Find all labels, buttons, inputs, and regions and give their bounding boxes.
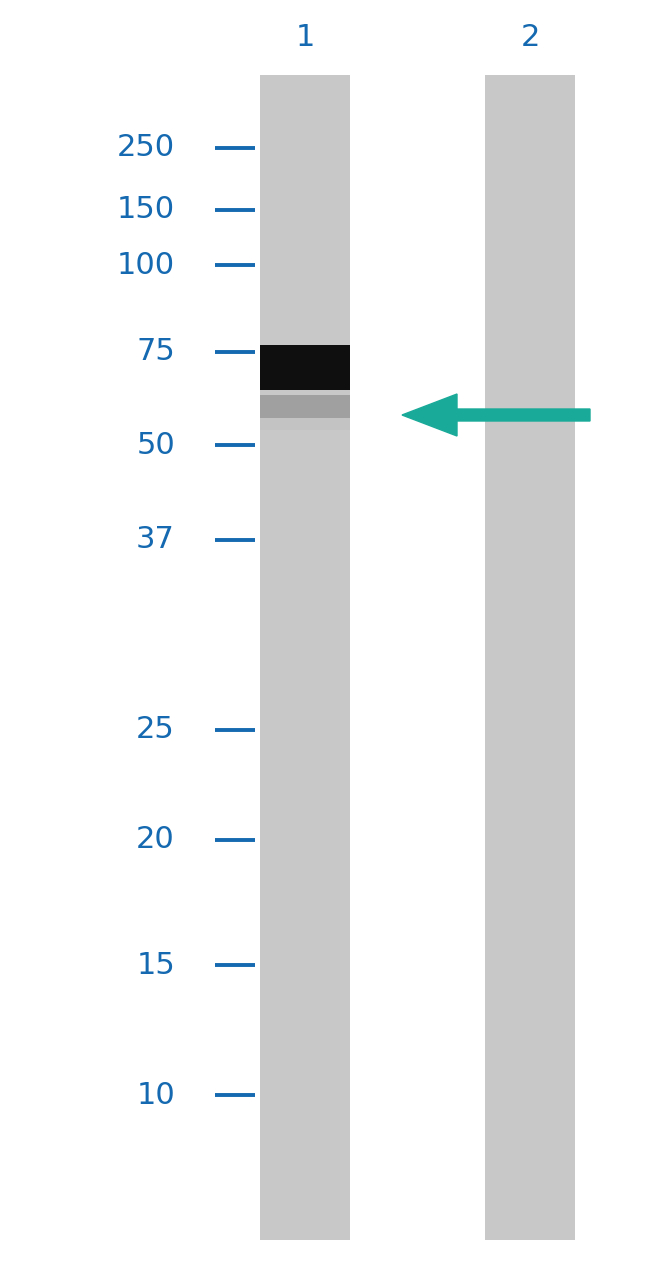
Text: 250: 250 — [117, 133, 175, 163]
Text: 15: 15 — [136, 950, 175, 979]
Text: 37: 37 — [136, 526, 175, 555]
Text: 2: 2 — [520, 24, 540, 52]
Text: 20: 20 — [136, 826, 175, 855]
Text: 50: 50 — [136, 431, 175, 460]
FancyArrow shape — [402, 394, 590, 436]
Text: 10: 10 — [136, 1081, 175, 1110]
Text: 25: 25 — [136, 715, 175, 744]
Text: 1: 1 — [295, 24, 315, 52]
Text: 75: 75 — [136, 338, 175, 367]
Text: 150: 150 — [117, 196, 175, 225]
Text: 100: 100 — [117, 250, 175, 279]
